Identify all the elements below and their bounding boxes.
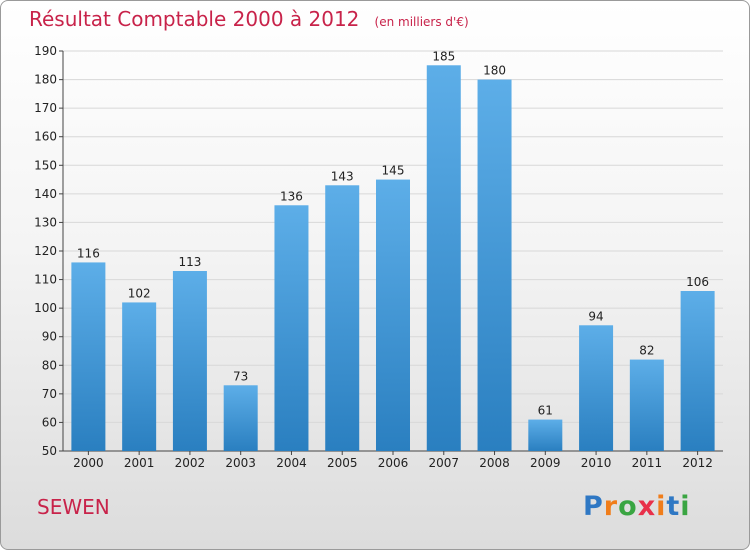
y-tick-label-70: 70 <box>42 387 57 401</box>
data-label-2006: 145 <box>382 164 405 178</box>
logo-letter-1: r <box>603 491 619 522</box>
data-label-2007: 185 <box>432 49 455 63</box>
logo-letter-3: x <box>637 491 657 522</box>
x-tick-label-2010: 2010 <box>581 456 612 470</box>
bar-2008 <box>477 79 512 452</box>
logo-letter-0: P <box>583 491 604 522</box>
bar-2003 <box>223 385 258 451</box>
x-tick-label-2005: 2005 <box>327 456 358 470</box>
data-label-2009: 61 <box>538 404 553 418</box>
chart-title: Résultat Comptable 2000 à 2012 <box>29 7 360 31</box>
x-tick-label-2003: 2003 <box>225 456 256 470</box>
y-tick-label-90: 90 <box>42 330 57 344</box>
x-tick-label-2001: 2001 <box>124 456 155 470</box>
data-label-2000: 116 <box>77 246 100 260</box>
y-tick-label-180: 180 <box>34 73 57 87</box>
logo-letter-6: i <box>680 491 691 522</box>
bar-2001 <box>122 302 157 451</box>
labels: 50 60 70 80 90 100 110 120 130 140 150 160 170 180 190… <box>34 44 713 470</box>
logo-letter-5: t <box>666 491 681 522</box>
data-label-2004: 136 <box>280 189 303 203</box>
y-tick-label-80: 80 <box>42 358 57 372</box>
data-label-2005: 143 <box>331 169 354 183</box>
x-tick-label-2011: 2011 <box>632 456 663 470</box>
y-tick-label-170: 170 <box>34 101 57 115</box>
y-tick-label-120: 120 <box>34 244 57 258</box>
x-tick-label-2002: 2002 <box>175 456 206 470</box>
bar-2004 <box>274 205 309 451</box>
bar-2000 <box>71 262 106 451</box>
data-label-2003: 73 <box>233 369 248 383</box>
commune-name: SEWEN <box>37 495 110 519</box>
x-tick-label-2008: 2008 <box>479 456 510 470</box>
bars <box>71 65 715 452</box>
x-tick-label-2004: 2004 <box>276 456 307 470</box>
y-tick-label-100: 100 <box>34 301 57 315</box>
bar-2012 <box>680 291 715 451</box>
bar-2011 <box>629 359 664 451</box>
y-tick-label-160: 160 <box>34 130 57 144</box>
proxiti-logo[interactable]: Proxiti <box>583 491 691 522</box>
chart-subtitle: (en milliers d'€) <box>374 15 469 29</box>
x-tick-label-2006: 2006 <box>378 456 409 470</box>
logo-letter-2: o <box>618 491 638 522</box>
y-tick-label-140: 140 <box>34 187 57 201</box>
y-tick-label-110: 110 <box>34 273 57 287</box>
x-tick-label-2012: 2012 <box>682 456 713 470</box>
y-tick-label-130: 130 <box>34 215 57 229</box>
x-tick-label-2000: 2000 <box>73 456 104 470</box>
y-tick-label-190: 190 <box>34 44 57 58</box>
y-tick-label-60: 60 <box>42 415 57 429</box>
bar-2009 <box>528 419 563 451</box>
bar-2002 <box>172 271 207 451</box>
y-tick-label-50: 50 <box>42 444 57 458</box>
data-label-2011: 82 <box>639 344 654 358</box>
x-tick-label-2009: 2009 <box>530 456 561 470</box>
x-tick-label-2007: 2007 <box>428 456 459 470</box>
y-tick-label-150: 150 <box>34 158 57 172</box>
title-row: Résultat Comptable 2000 à 2012 (en milli… <box>29 7 469 31</box>
bar-2005 <box>325 185 360 452</box>
bar-2006 <box>376 179 410 452</box>
bar-2007 <box>426 65 461 452</box>
data-label-2008: 180 <box>483 64 506 78</box>
bar-2010 <box>579 325 614 451</box>
data-label-2002: 113 <box>178 255 201 269</box>
data-label-2010: 94 <box>588 309 603 323</box>
data-label-2012: 106 <box>686 275 709 289</box>
logo-letter-4: i <box>656 491 667 522</box>
data-label-2001: 102 <box>128 286 151 300</box>
